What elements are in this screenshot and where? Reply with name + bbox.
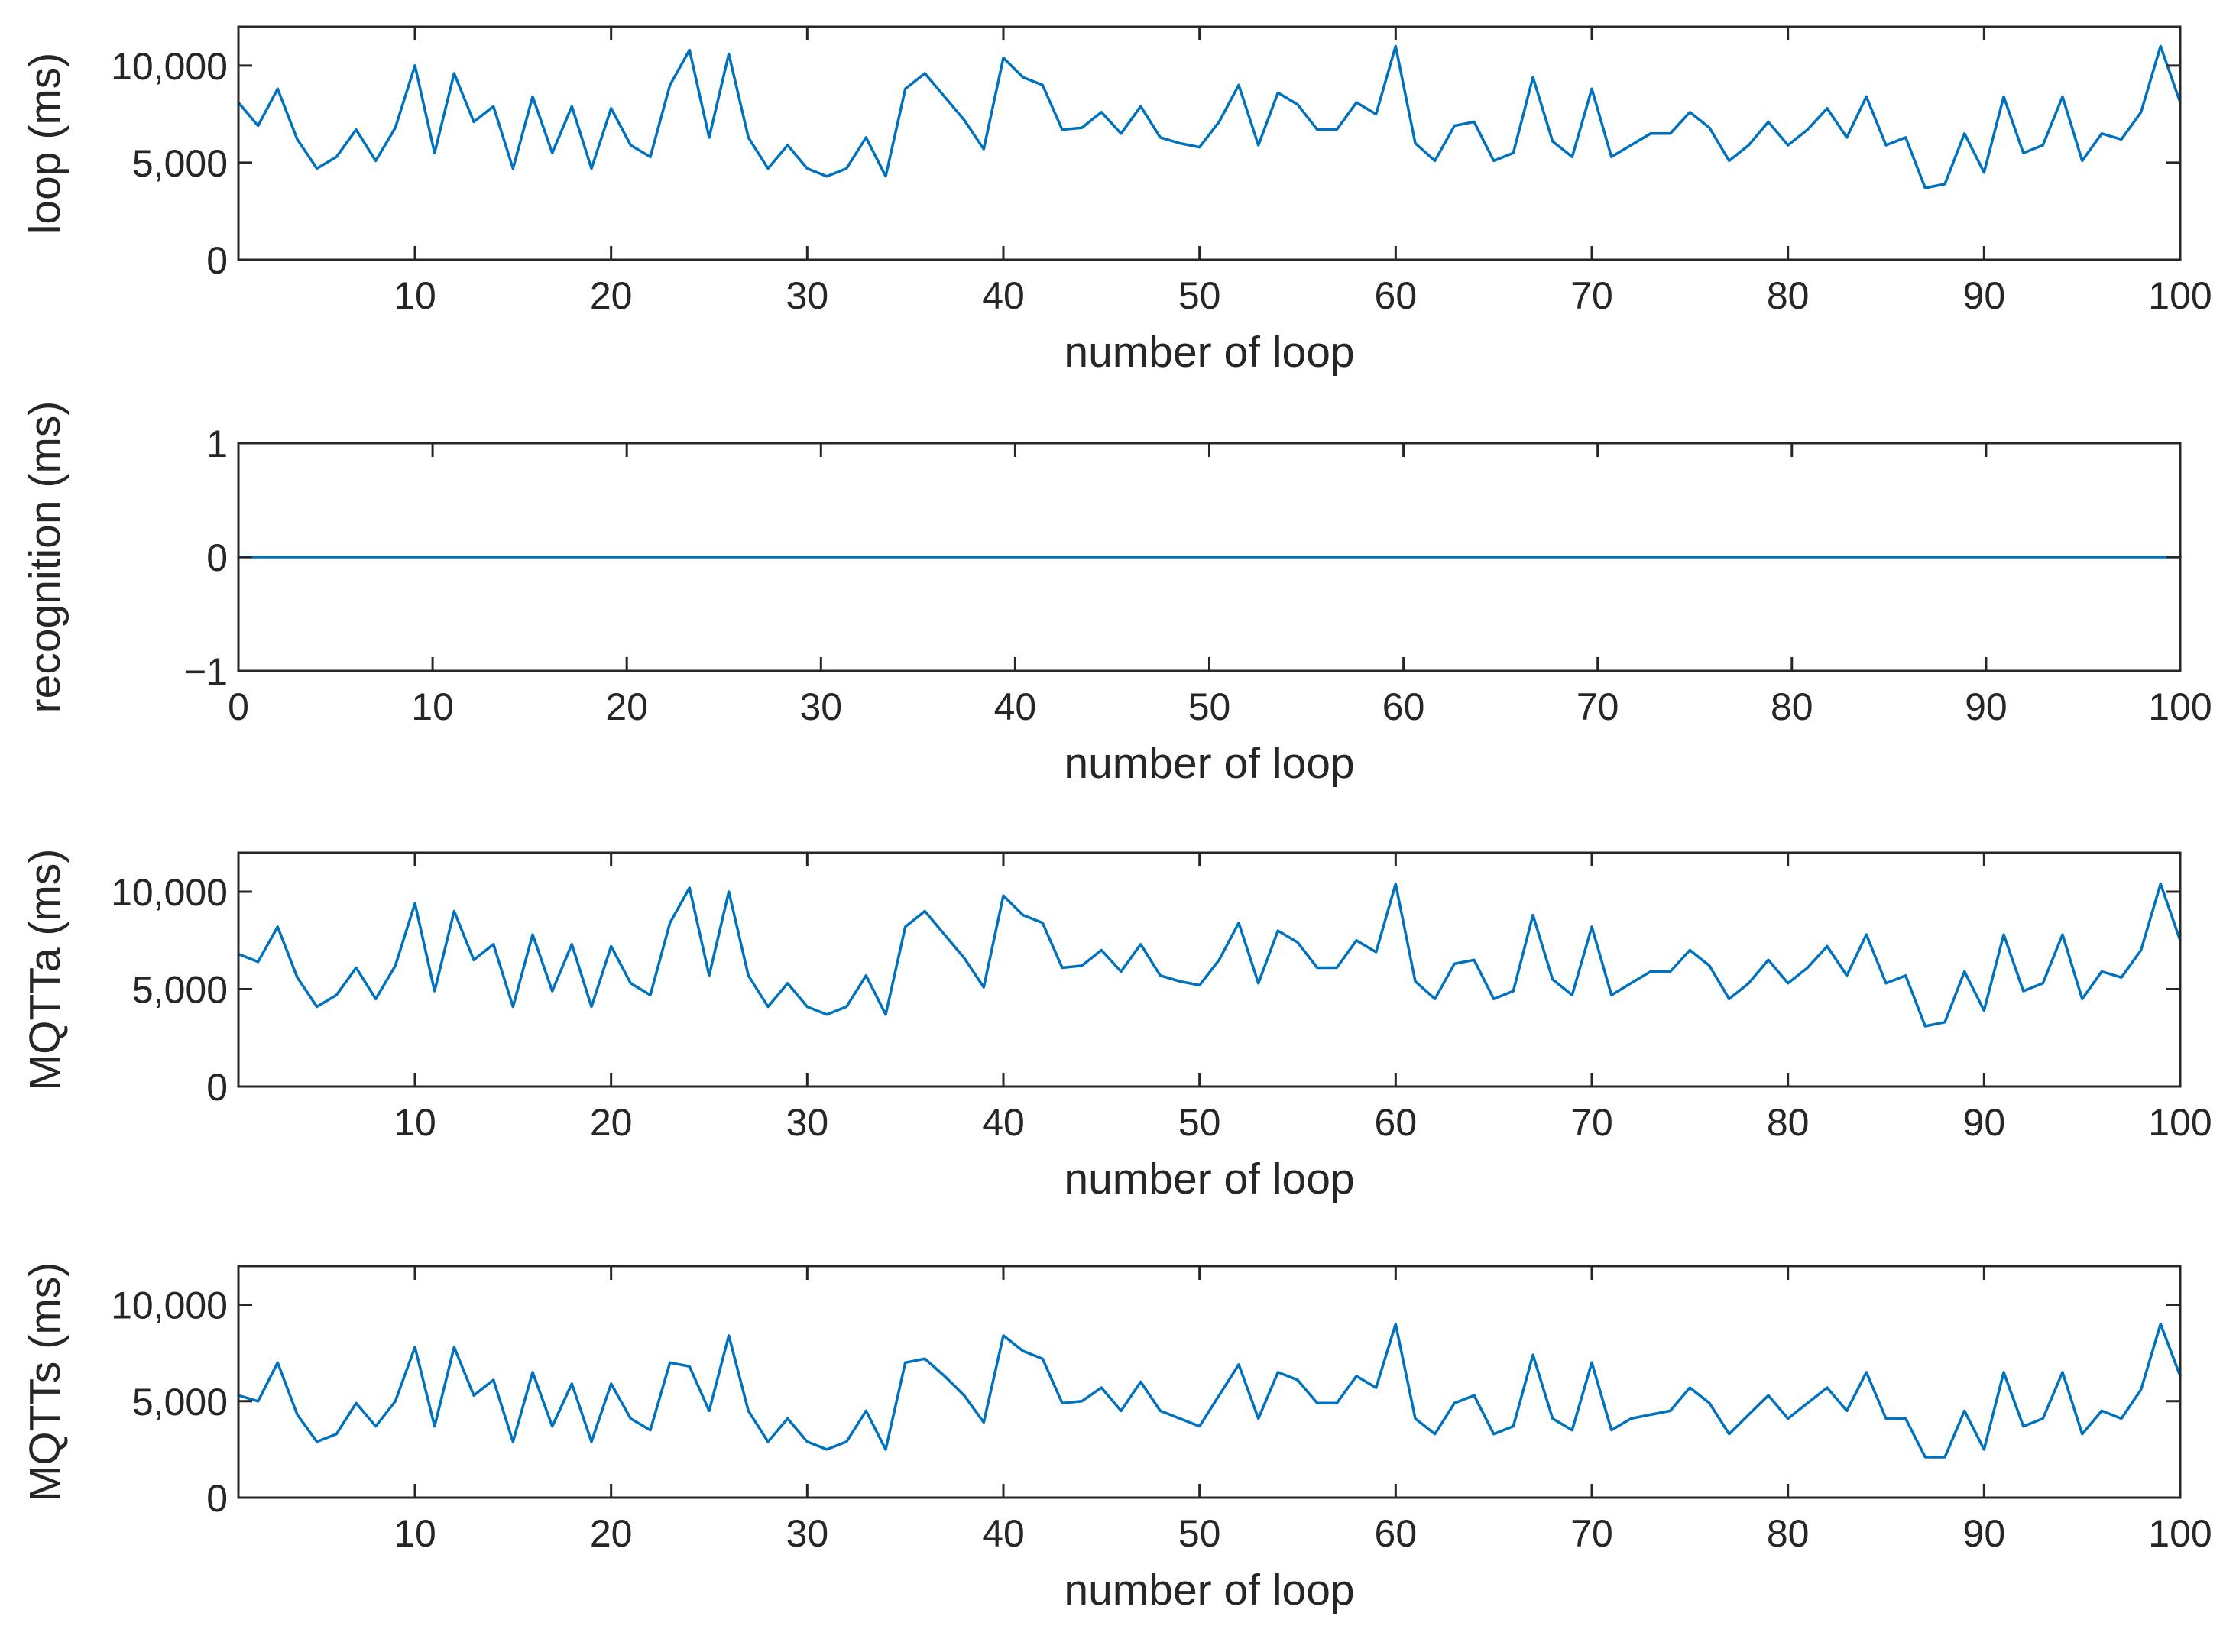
- recognition-x-tick-label: 90: [1965, 685, 2008, 728]
- recognition-x-tick-label: 70: [1577, 685, 1619, 728]
- loop-y-tick-label: 0: [206, 239, 228, 282]
- mqtta-x-tick-label: 80: [1767, 1101, 1810, 1144]
- loop-y-tick-label: 10,000: [111, 45, 228, 88]
- loop-x-tick-label: 80: [1767, 274, 1810, 317]
- recognition-x-axis-label: number of loop: [1064, 739, 1354, 788]
- mqtta-y-tick-label: 5,000: [132, 969, 228, 1012]
- mqtts-y-tick-label: 0: [206, 1477, 228, 1520]
- mqtta-axes-frame: [237, 851, 2182, 1088]
- mqtta-y-axis-label: MQTTa (ms): [21, 849, 70, 1091]
- mqtts-y-axis-label: MQTTs (ms): [21, 1262, 70, 1501]
- loop-x-tick-label: 70: [1570, 274, 1613, 317]
- mqtts-series-line: [237, 1323, 2182, 1459]
- loop-y-tick-label: 5,000: [132, 142, 228, 185]
- mqtts-x-tick-label: 20: [590, 1512, 633, 1555]
- loop-x-tick-label: 40: [982, 274, 1025, 317]
- mqtts-x-tick-label: 60: [1375, 1512, 1418, 1555]
- loop-x-axis-label: number of loop: [1064, 328, 1354, 377]
- mqtts-x-axis-label: number of loop: [1064, 1566, 1354, 1615]
- mqtts-x-tick-label: 90: [1963, 1512, 2006, 1555]
- mqtta-chart: 10 20 30 40 50 60 70 80 90 100 0 5,000 10,000 number …: [21, 849, 2212, 1203]
- mqtta-x-tick-label: 30: [786, 1101, 829, 1144]
- mqtta-x-tick-label: 20: [590, 1101, 633, 1144]
- mqtts-x-tick-label: 50: [1178, 1512, 1221, 1555]
- mqtta-x-tick-label: 90: [1963, 1101, 2006, 1144]
- loop-x-tick-label: 100: [2148, 274, 2212, 317]
- mqtta-y-tick-label: 10,000: [111, 871, 228, 914]
- loop-x-tick-label: 60: [1375, 274, 1418, 317]
- mqtta-x-tick-label: 100: [2148, 1101, 2212, 1144]
- loop-axes-frame: [237, 25, 2182, 261]
- mqtts-x-tick-label: 100: [2148, 1512, 2212, 1555]
- loop-series-line: [237, 44, 2182, 189]
- recognition-y-tick-label: −1: [184, 650, 228, 693]
- recognition-x-tick-label: 40: [994, 685, 1037, 728]
- recognition-y-tick-label: 1: [206, 423, 228, 465]
- recognition-x-tick-label: 80: [1771, 685, 1813, 728]
- mqtts-x-tick-label: 30: [786, 1512, 829, 1555]
- mqtta-x-axis-label: number of loop: [1064, 1155, 1354, 1203]
- mqtts-axes-frame: [237, 1265, 2182, 1499]
- mqtts-y-tick-label: 5,000: [132, 1381, 228, 1424]
- mqtta-x-tick-label: 70: [1570, 1101, 1613, 1144]
- recognition-x-tick-label: 20: [605, 685, 648, 728]
- loop-x-tick-label: 10: [394, 274, 436, 317]
- loop-x-tick-label: 50: [1178, 274, 1221, 317]
- loop-x-tick-label: 30: [786, 274, 829, 317]
- recognition-x-tick-label: 10: [411, 685, 454, 728]
- mqtta-x-tick-label: 60: [1375, 1101, 1418, 1144]
- loop-y-axis-label: loop (ms): [21, 53, 70, 235]
- mqtts-x-tick-label: 10: [394, 1512, 436, 1555]
- mqtts-chart: 10 20 30 40 50 60 70 80 90 100 0 5,000 10,000 number …: [21, 1262, 2212, 1615]
- mqtta-x-tick-label: 40: [982, 1101, 1025, 1144]
- loop-x-tick-label: 20: [590, 274, 633, 317]
- recognition-y-tick-label: 0: [206, 536, 228, 579]
- recognition-x-tick-label: 0: [228, 685, 249, 728]
- mqtta-y-tick-label: 0: [206, 1066, 228, 1109]
- mqtts-x-tick-label: 70: [1570, 1512, 1613, 1555]
- mqtts-x-tick-label: 80: [1767, 1512, 1810, 1555]
- mqtta-x-tick-label: 50: [1178, 1101, 1221, 1144]
- recognition-x-tick-label: 30: [799, 685, 842, 728]
- recognition-x-tick-label: 50: [1188, 685, 1231, 728]
- mqtts-y-tick-label: 10,000: [111, 1284, 228, 1327]
- recognition-x-tick-label: 60: [1382, 685, 1425, 728]
- recognition-y-axis-label: recognition (ms): [21, 401, 70, 714]
- loop-chart: 10 20 30 40 50 60 70 80 90 100 0 5,000 10,000 number …: [21, 25, 2212, 377]
- mqtts-x-tick-label: 40: [982, 1512, 1025, 1555]
- recognition-x-tick-label: 100: [2148, 685, 2212, 728]
- mqtta-x-tick-label: 10: [394, 1101, 436, 1144]
- mqtta-series-line: [237, 883, 2182, 1028]
- loop-x-tick-label: 90: [1963, 274, 2006, 317]
